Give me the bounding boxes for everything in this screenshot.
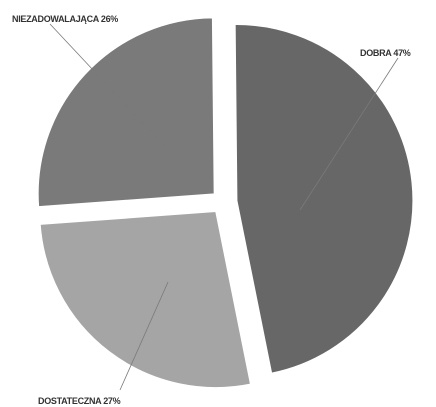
slice-label-dobra: DOBRA 47% [360,48,411,58]
pie-slices [37,17,414,389]
leader-line-dostateczna [119,281,169,391]
leader-line-niezadowalajaca [49,23,169,151]
slice-dobra [234,24,414,374]
slice-label-niezadowalajaca: NIEZADOWALAJĄCA 26% [12,14,118,24]
leader-lines [49,23,399,391]
slice-niezadowalajaca [37,17,215,208]
slice-label-dostateczna: DOSTATECZNA 27% [38,396,121,406]
slice-dostateczna [39,211,252,389]
leader-line-dobra [299,57,399,211]
